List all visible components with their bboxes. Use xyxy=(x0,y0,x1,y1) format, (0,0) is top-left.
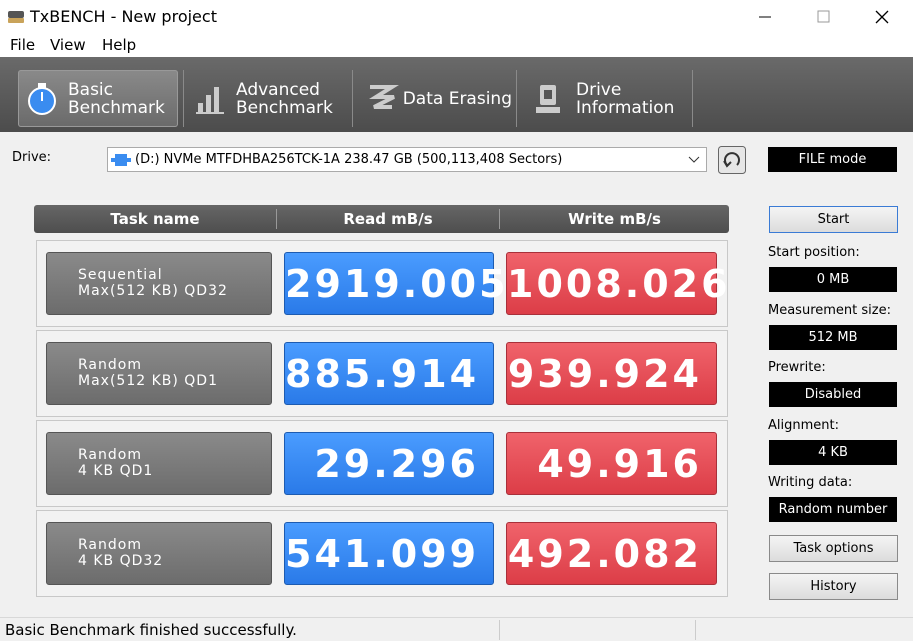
task-label: Random xyxy=(78,537,142,553)
menu-bar xyxy=(0,33,913,57)
table-header xyxy=(34,205,729,233)
tab-separator xyxy=(692,70,693,127)
tab-label: Data Erasing xyxy=(402,88,512,109)
tab-label-line: Drive xyxy=(576,79,622,100)
tab-separator xyxy=(183,70,184,127)
menu-item[interactable]: View xyxy=(50,36,86,54)
dropdown-arrow xyxy=(688,156,700,163)
write-value: 939.924 xyxy=(506,342,717,405)
header-divider xyxy=(499,209,500,229)
field-value: 4 KB xyxy=(769,439,897,465)
field-label: Start position: xyxy=(768,245,860,260)
tab[interactable]: Advanced Benchmark xyxy=(190,70,350,127)
tab-icon xyxy=(536,84,560,113)
task-label: Max(512 KB) QD1 xyxy=(78,373,218,389)
column-header: Write mB/s xyxy=(568,210,661,228)
tab[interactable]: Basic Benchmark xyxy=(18,70,178,127)
tab-icon xyxy=(369,84,399,109)
task-label: 4 KB QD1 xyxy=(78,463,154,479)
read-value: 885.914 xyxy=(284,342,494,405)
drive-icon xyxy=(111,154,131,166)
tab-label-line: Information xyxy=(576,97,675,118)
mode-indicator: FILE mode xyxy=(768,147,897,172)
task-label: 4 KB QD32 xyxy=(78,553,164,569)
window-title: TxBENCH - New project xyxy=(30,7,217,26)
menu-item[interactable]: File xyxy=(10,36,36,54)
task-label: Sequential xyxy=(78,267,163,283)
status-divider xyxy=(499,620,500,640)
tab-separator xyxy=(352,70,353,127)
task-button[interactable]: Random Max(512 KB) QD1 xyxy=(46,342,272,405)
column-header: Read mB/s xyxy=(343,210,433,228)
app-icon xyxy=(8,11,24,23)
status-text: Basic Benchmark finished successfully. xyxy=(5,621,297,639)
drive-label: Drive: xyxy=(12,150,52,165)
field-value: 512 MB xyxy=(769,324,897,350)
tab-label: Basic Benchmark xyxy=(68,81,165,117)
write-value: 1008.026 xyxy=(506,252,728,315)
status-divider xyxy=(695,620,696,640)
start-button[interactable]: Start xyxy=(769,206,898,233)
header-divider xyxy=(276,209,277,229)
column-header: Task name xyxy=(110,210,200,228)
task-label: Random xyxy=(78,447,142,463)
tab-label: Advanced Benchmark xyxy=(236,81,333,117)
task-button[interactable]: Random 4 KB QD1 xyxy=(46,432,272,495)
history-button[interactable]: History xyxy=(769,573,898,600)
field-label: Writing data: xyxy=(768,475,853,490)
tab-icon xyxy=(196,86,224,114)
tab-label-line: Benchmark xyxy=(236,97,333,118)
field-value: 0 MB xyxy=(769,267,897,292)
status-bar xyxy=(0,617,913,641)
task-label: Max(512 KB) QD32 xyxy=(78,283,228,299)
tab[interactable]: Drive Information xyxy=(530,70,690,127)
tab-label-line: Benchmark xyxy=(68,97,165,118)
drive-value: (D:) NVMe MTFDHBA256TCK-1A 238.47 GB (50… xyxy=(135,152,563,167)
field-value: Disabled xyxy=(769,382,897,407)
window-controls[interactable] xyxy=(755,8,895,26)
read-value: 29.296 xyxy=(284,432,494,495)
task-button[interactable]: Random 4 KB QD32 xyxy=(46,522,272,585)
tab-label-line: Basic xyxy=(68,79,114,100)
tab-label-line: Advanced xyxy=(236,79,320,100)
write-value: 49.916 xyxy=(506,432,717,495)
read-value: 2919.005 xyxy=(284,252,506,315)
write-value: 492.082 xyxy=(506,522,717,585)
field-label: Prewrite: xyxy=(768,360,826,375)
task-label: Random xyxy=(78,357,142,373)
field-label: Alignment: xyxy=(768,417,839,433)
field-label: Measurement size: xyxy=(768,302,891,318)
drive-select[interactable]: (D:) NVMe MTFDHBA256TCK-1A 238.47 GB (50… xyxy=(107,147,707,172)
tab-label: Drive Information xyxy=(576,81,674,117)
task-button[interactable]: Sequential Max(512 KB) QD32 xyxy=(46,252,272,315)
field-value: Random number xyxy=(769,497,897,522)
task-options-button[interactable]: Task options xyxy=(769,535,898,562)
refresh-button[interactable] xyxy=(718,146,746,174)
tab-separator xyxy=(516,70,517,127)
menu-item[interactable]: Help xyxy=(102,36,137,54)
tab[interactable]: Data Erasing xyxy=(362,70,512,127)
tab-icon xyxy=(28,82,56,115)
read-value: 541.099 xyxy=(284,522,494,585)
